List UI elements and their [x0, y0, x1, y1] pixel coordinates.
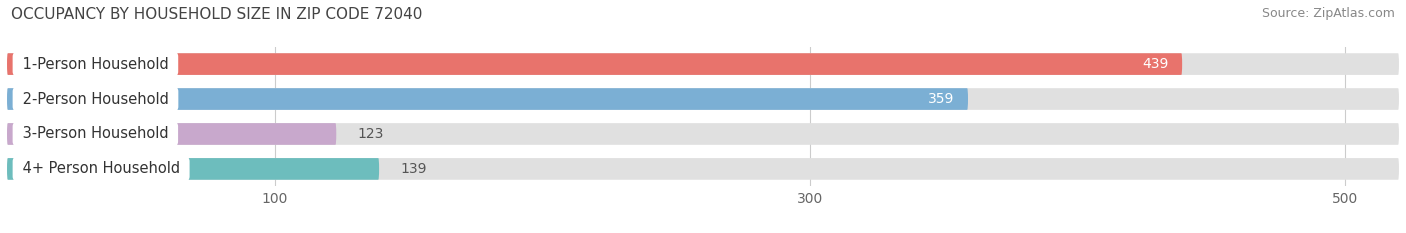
Text: 439: 439: [1143, 57, 1168, 71]
Text: 3-Person Household: 3-Person Household: [18, 127, 173, 141]
FancyBboxPatch shape: [7, 53, 1182, 75]
FancyBboxPatch shape: [7, 88, 967, 110]
FancyBboxPatch shape: [7, 158, 1399, 180]
FancyBboxPatch shape: [7, 123, 1399, 145]
Text: 4+ Person Household: 4+ Person Household: [18, 161, 184, 176]
Text: 359: 359: [928, 92, 955, 106]
FancyBboxPatch shape: [7, 123, 336, 145]
Text: 1-Person Household: 1-Person Household: [18, 57, 173, 72]
Text: 123: 123: [357, 127, 384, 141]
Text: Source: ZipAtlas.com: Source: ZipAtlas.com: [1261, 7, 1395, 20]
Text: 139: 139: [401, 162, 427, 176]
FancyBboxPatch shape: [7, 158, 380, 180]
Text: 2-Person Household: 2-Person Household: [18, 92, 173, 106]
FancyBboxPatch shape: [7, 53, 1399, 75]
Text: OCCUPANCY BY HOUSEHOLD SIZE IN ZIP CODE 72040: OCCUPANCY BY HOUSEHOLD SIZE IN ZIP CODE …: [11, 7, 423, 22]
FancyBboxPatch shape: [7, 88, 1399, 110]
